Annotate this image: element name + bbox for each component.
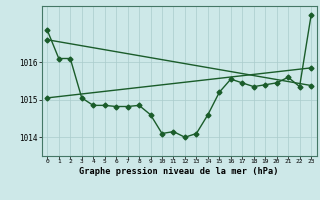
X-axis label: Graphe pression niveau de la mer (hPa): Graphe pression niveau de la mer (hPa)	[79, 167, 279, 176]
